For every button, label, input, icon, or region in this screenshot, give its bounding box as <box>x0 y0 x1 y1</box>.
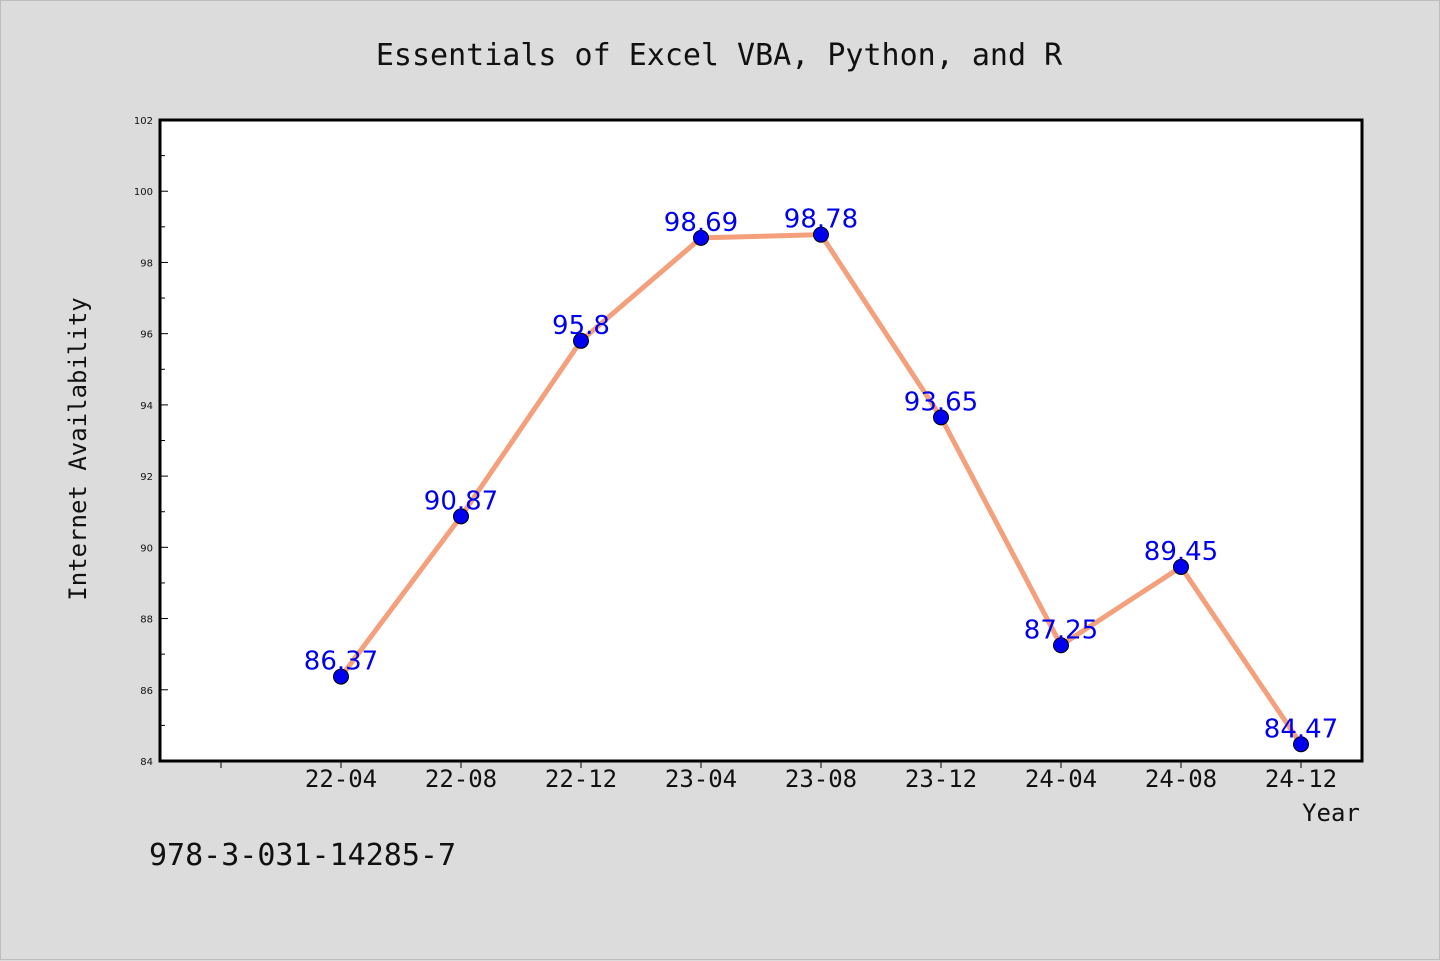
data-point <box>933 409 949 426</box>
data-point <box>573 332 589 349</box>
y-tick-label: 88 <box>140 615 153 626</box>
x-tick-label: 24-12 <box>1265 765 1337 793</box>
data-point <box>693 229 709 246</box>
chart-title: Essentials of Excel VBA, Python, and R <box>376 38 1063 73</box>
data-label: 98.78 <box>784 205 858 235</box>
axis-ticks <box>160 119 1302 768</box>
data-point <box>813 226 829 243</box>
y-tick-label: 86 <box>140 686 153 697</box>
data-markers <box>333 226 1309 753</box>
data-point <box>1293 736 1309 753</box>
data-label: 86.37 <box>304 647 378 677</box>
x-tick-label: 24-08 <box>1145 765 1217 793</box>
x-tick-label: 22-12 <box>545 765 617 793</box>
x-tick-label: 22-08 <box>425 765 497 793</box>
x-tick-labels: 22-04 22-08 22-12 23-04 23-08 23-12 24-04 24-08… <box>305 765 1337 793</box>
y-tick-label: 102 <box>134 116 153 127</box>
x-tick-label: 23-12 <box>905 765 977 793</box>
x-tick-label: 23-04 <box>665 765 737 793</box>
y-axis-label: Internet Availability <box>64 297 92 600</box>
y-tick-label: 94 <box>140 401 153 412</box>
data-label: 95.8 <box>552 311 610 341</box>
y-tick-label: 84 <box>140 757 153 768</box>
x-tick-label: 24-04 <box>1025 765 1097 793</box>
data-point <box>1173 558 1189 575</box>
x-axis-label: Year <box>1302 799 1360 827</box>
y-tick-label: 100 <box>134 187 153 198</box>
y-tick-labels: 84 86 88 90 92 94 96 98 100 102 <box>134 116 153 768</box>
y-tick-label: 90 <box>140 543 153 554</box>
data-labels: 86.37 90.87 95.8 98.69 98.78 93.65 87.25 89.45 8… <box>304 205 1338 745</box>
data-label: 93.65 <box>904 387 978 417</box>
x-tick-label: 22-04 <box>305 765 377 793</box>
x-tick-label: 23-08 <box>785 765 857 793</box>
data-point <box>333 668 349 685</box>
data-point <box>453 508 469 525</box>
y-tick-label: 96 <box>140 330 153 341</box>
footnote-isbn: 978-3-031-14285-7 <box>149 838 456 873</box>
data-label: 84.47 <box>1264 714 1338 744</box>
data-label: 90.87 <box>424 486 498 516</box>
y-tick-label: 98 <box>140 258 153 269</box>
y-tick-label: 92 <box>140 472 153 483</box>
data-label: 87.25 <box>1024 615 1098 645</box>
data-label: 89.45 <box>1144 537 1218 567</box>
data-label: 98.69 <box>664 208 738 238</box>
data-point <box>1053 637 1069 654</box>
